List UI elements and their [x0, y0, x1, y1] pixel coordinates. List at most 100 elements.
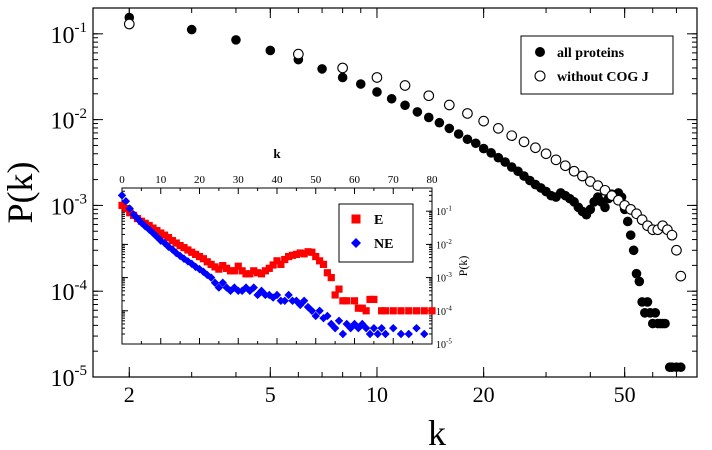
main-point-all-proteins: [625, 230, 636, 240]
inset-point-e: [161, 231, 169, 239]
main-point-all-proteins: [585, 204, 596, 215]
inset-point-e: [327, 274, 335, 282]
main-point-all-proteins: [600, 202, 610, 213]
inset-x-axis-label: k: [273, 146, 281, 161]
inset-x-tick-label: 80: [427, 174, 439, 186]
x-tick-label: 10: [366, 382, 388, 407]
inset-plot: 0 10 20 30 40 50 60 70 80k10-110-210-310-410-5P(…: [117, 146, 470, 352]
inset-point-e: [300, 250, 308, 258]
inset-point-ne: [226, 286, 235, 296]
inset-point-e: [343, 297, 351, 305]
legend-label-0: all proteins: [557, 46, 625, 61]
inset-point-ne: [373, 329, 382, 339]
main-point-without-cog-j: [399, 80, 411, 91]
inset-point-e: [312, 252, 320, 261]
inset-point-e: [254, 269, 262, 277]
inset-point-e: [319, 260, 328, 268]
inset-point-e: [370, 295, 378, 304]
inset-point-e: [358, 304, 366, 312]
inset-point-e: [215, 265, 223, 273]
inset-point-e: [180, 244, 188, 252]
inset-point-e: [412, 307, 421, 315]
inset-point-ne: [237, 286, 247, 296]
y-tick-label-exp: -5: [75, 363, 88, 379]
inset-legend-label-0: E: [374, 213, 383, 228]
inset-point-e: [339, 297, 347, 305]
y-tick-label-base: 10: [51, 23, 75, 49]
inset-y-tick-label: 10-5: [436, 338, 452, 352]
inset-point-e: [378, 307, 386, 315]
main-point-all-proteins: [386, 93, 397, 104]
main-plot-frame: [92, 7, 698, 378]
inset-point-e: [285, 252, 293, 261]
inset-point-e: [246, 270, 254, 278]
legend-marker-0: [535, 47, 545, 57]
inset-point-ne: [280, 296, 289, 306]
main-point-without-cog-j: [506, 130, 518, 142]
inset-point-ne: [381, 329, 390, 339]
inset-point-ne: [125, 204, 134, 213]
inset-point-ne: [179, 254, 189, 263]
inset-point-e: [316, 257, 324, 265]
main-point-without-cog-j: [550, 154, 562, 166]
inset-point-e: [157, 229, 165, 237]
inset-point-e: [389, 307, 397, 315]
inset-point-ne: [330, 323, 340, 333]
inset-x-tick-label: 0: [119, 174, 125, 186]
inset-x-tick-label: 40: [272, 174, 284, 186]
main-point-without-cog-j: [492, 123, 504, 134]
main-point-all-proteins: [493, 152, 504, 163]
main-point-all-proteins: [453, 129, 464, 139]
main-point-all-proteins: [317, 64, 327, 74]
inset-point-e: [265, 264, 273, 272]
inset-point-e: [273, 257, 281, 265]
inset-point-e: [250, 267, 258, 275]
inset-x-tick-label: 30: [233, 174, 245, 186]
main-point-without-cog-j: [462, 108, 473, 119]
main-legend-box: [520, 35, 674, 95]
inset-x-tick-label: 50: [310, 174, 322, 186]
inset-point-e: [397, 307, 405, 315]
inset-point-e: [381, 307, 390, 315]
inset-point-e: [350, 297, 359, 305]
inset-y-tick-label-base: 10: [436, 340, 446, 351]
inset-y-tick-label-exp: -1: [446, 205, 452, 213]
inset-y-tick-label-base: 10: [436, 274, 446, 285]
main-point-without-cog-j: [540, 148, 552, 160]
main-point-all-proteins: [372, 87, 382, 97]
main-point-all-proteins: [231, 35, 241, 45]
inset-point-ne: [311, 311, 320, 321]
inset-y-axis-label: P(k): [456, 256, 470, 277]
inset-point-ne: [206, 273, 216, 282]
inset-point-e: [199, 255, 207, 263]
inset-point-e: [257, 270, 266, 278]
inset-y-tick-label-exp: -2: [446, 238, 452, 246]
inset-point-e: [354, 304, 362, 312]
main-point-all-proteins: [470, 138, 481, 149]
inset-point-e: [219, 261, 227, 270]
inset-point-e: [269, 261, 277, 269]
inset-point-ne: [121, 197, 131, 206]
x-tick-label: 5: [265, 382, 276, 407]
inset-y-tick-label-exp: -4: [446, 304, 452, 312]
y-axis-label: P(k): [0, 162, 40, 224]
inset-point-ne: [148, 228, 158, 238]
inset-x-tick-label: 20: [194, 174, 206, 186]
main-point-all-proteins: [423, 112, 434, 123]
inset-point-e: [184, 246, 192, 254]
inset-point-ne: [299, 296, 309, 306]
inset-x-tick-label: 10: [155, 174, 167, 186]
main-point-without-cog-j: [478, 115, 489, 127]
inset-point-e: [261, 267, 269, 275]
y-tick-label: 10-1: [51, 20, 88, 49]
main-point-all-proteins: [434, 117, 445, 128]
inset-point-ne: [338, 329, 348, 339]
inset-point-ne: [172, 248, 181, 258]
main-point-all-proteins: [622, 216, 633, 227]
main-point-all-proteins: [628, 245, 639, 256]
y-tick-label-base: 10: [51, 109, 75, 135]
inset-point-ne: [361, 323, 371, 333]
inset-point-ne: [334, 316, 344, 325]
main-point-all-proteins: [478, 143, 489, 154]
